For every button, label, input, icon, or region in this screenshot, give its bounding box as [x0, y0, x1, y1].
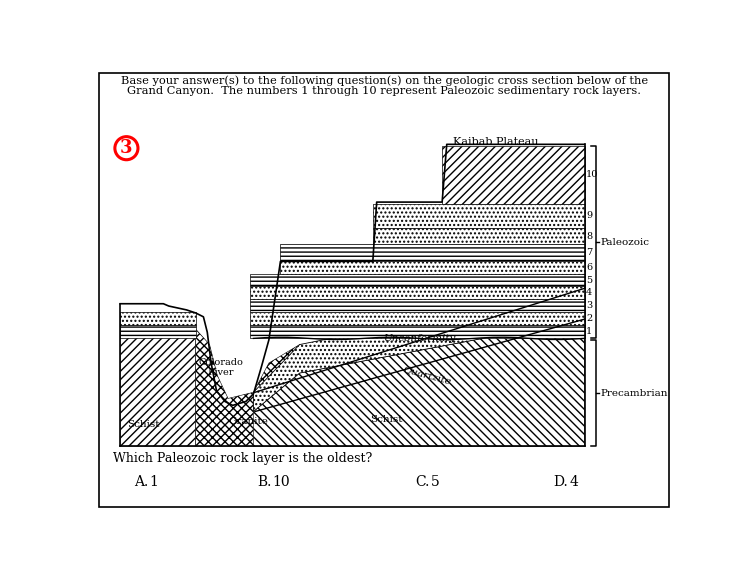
- Text: Grand Canyon.  The numbers 1 through 10 represent Paleozoic sedimentary rock lay: Grand Canyon. The numbers 1 through 10 r…: [128, 86, 641, 96]
- Text: Colorado
River: Colorado River: [199, 358, 244, 377]
- Text: Granite: Granite: [228, 417, 268, 426]
- Text: 1: 1: [586, 327, 592, 336]
- Text: A.: A.: [134, 475, 148, 490]
- Polygon shape: [280, 245, 584, 261]
- Polygon shape: [120, 312, 196, 325]
- Text: D.: D.: [554, 475, 568, 490]
- Text: Unconformity: Unconformity: [382, 333, 455, 343]
- Polygon shape: [120, 325, 584, 446]
- Text: 5: 5: [430, 475, 439, 490]
- Circle shape: [115, 137, 138, 160]
- Text: 3: 3: [120, 139, 133, 157]
- Polygon shape: [196, 329, 300, 446]
- Polygon shape: [254, 288, 584, 412]
- Text: Base your answer(s) to the following question(s) on the geologic cross section b: Base your answer(s) to the following que…: [121, 75, 648, 86]
- Text: Quartzite: Quartzite: [402, 364, 451, 386]
- Polygon shape: [120, 325, 196, 339]
- Polygon shape: [280, 261, 584, 274]
- Text: Schist: Schist: [127, 420, 160, 429]
- Polygon shape: [250, 274, 584, 286]
- Polygon shape: [300, 340, 584, 446]
- Text: Precambrian: Precambrian: [601, 389, 668, 398]
- Text: 4: 4: [569, 475, 578, 490]
- Text: 6: 6: [586, 263, 592, 273]
- Polygon shape: [373, 204, 584, 228]
- Polygon shape: [250, 325, 584, 339]
- Text: 2: 2: [586, 314, 592, 323]
- Text: Paleozoic: Paleozoic: [601, 238, 650, 247]
- Text: 4: 4: [586, 288, 592, 297]
- Text: 8: 8: [586, 232, 592, 241]
- Polygon shape: [373, 228, 584, 245]
- Text: 5: 5: [586, 276, 592, 285]
- Text: 9: 9: [586, 211, 592, 220]
- Text: 7: 7: [586, 249, 592, 257]
- Polygon shape: [120, 325, 196, 446]
- Polygon shape: [250, 299, 584, 312]
- Text: Schist: Schist: [370, 415, 403, 424]
- Text: B.: B.: [257, 475, 272, 490]
- Text: 10: 10: [273, 475, 290, 490]
- Polygon shape: [250, 312, 584, 325]
- Polygon shape: [250, 286, 584, 299]
- Polygon shape: [254, 319, 584, 446]
- Text: 1: 1: [149, 475, 158, 490]
- Text: 10: 10: [586, 170, 598, 179]
- Text: 3: 3: [586, 301, 592, 310]
- Text: Which Paleozoic rock layer is the oldest?: Which Paleozoic rock layer is the oldest…: [112, 452, 372, 466]
- Bar: [120, 142, 584, 446]
- Polygon shape: [442, 146, 584, 204]
- Text: Kaibab Plateau: Kaibab Plateau: [453, 137, 538, 146]
- Text: C.: C.: [416, 475, 430, 490]
